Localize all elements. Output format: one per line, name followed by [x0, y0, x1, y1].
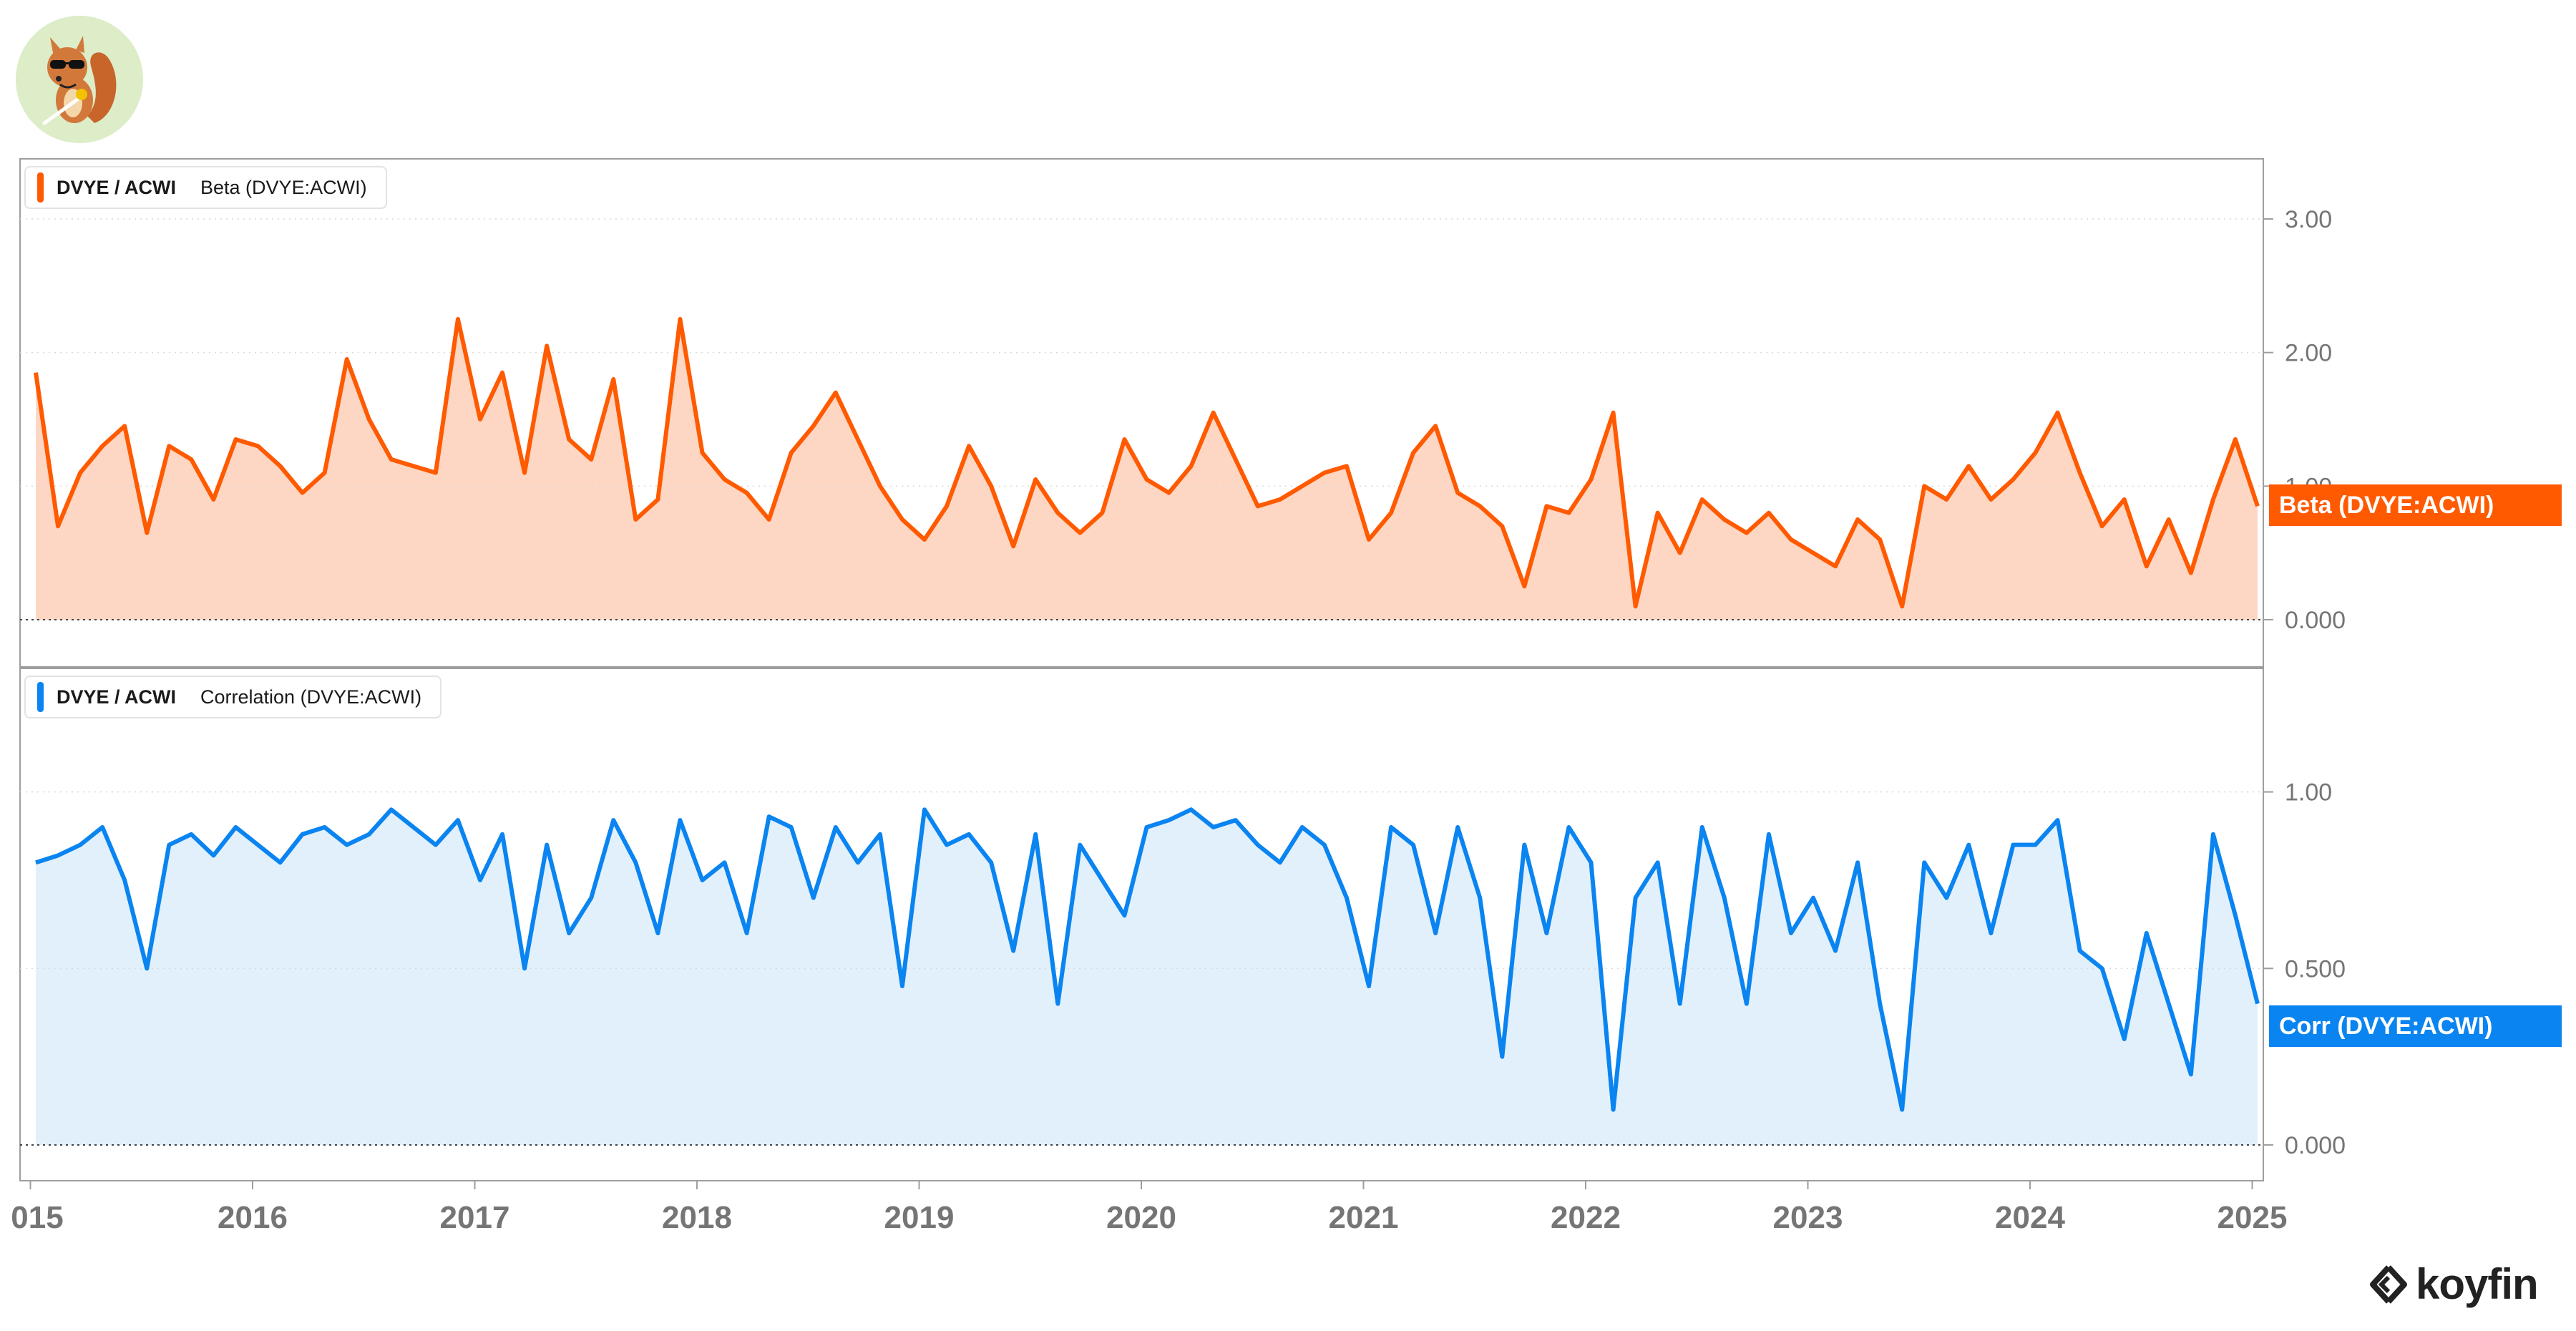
x-tick-label: 2023 [1773, 1200, 1843, 1235]
beta-legend-ticker: DVYE / ACWI [57, 176, 177, 198]
beta-legend[interactable]: DVYE / ACWI Beta (DVYE:ACWI) [24, 166, 387, 209]
beta-panel: 3.002.001.000.000 [19, 158, 2346, 668]
x-tick-label: 015 [11, 1200, 63, 1235]
user-avatar [16, 16, 143, 143]
correlation-y-tick-label: 1.00 [2285, 779, 2332, 806]
correlation-y-tick-label: 0.000 [2285, 1132, 2346, 1159]
correlation-area-fill [36, 809, 2258, 1145]
x-tick-label: 2020 [1106, 1200, 1176, 1235]
beta-y-tick-label: 0.000 [2285, 607, 2346, 634]
x-axis: 015 2016 2017 2018 2019 2020 2021 2022 2023 2024 2… [11, 1180, 2288, 1235]
beta-panel-frame [19, 158, 2264, 668]
koyfin-brand[interactable]: koyfin [2367, 1259, 2539, 1309]
beta-end-label: Beta (DVYE:ACWI) [2269, 484, 2562, 526]
brand-name: koyfin [2416, 1260, 2539, 1308]
koyfin-chevron-icon [2370, 1264, 2407, 1304]
squirrel-with-sunglasses-icon [16, 16, 143, 143]
x-tick-label: 2021 [1329, 1200, 1399, 1235]
correlation-legend-ticker: DVYE / ACWI [57, 686, 177, 708]
correlation-legend[interactable]: DVYE / ACWI Correlation (DVYE:ACWI) [24, 676, 442, 718]
correlation-y-tick-label: 0.500 [2285, 955, 2346, 983]
x-tick-label: 2018 [662, 1200, 732, 1235]
correlation-panel: 1.00 0.500 0.000 [19, 668, 2346, 1181]
x-tick-label: 2019 [884, 1200, 955, 1235]
x-tick-label: 2016 [218, 1200, 288, 1235]
beta-y-tick-label: 3.00 [2285, 206, 2332, 233]
x-tick-label: 2022 [1551, 1200, 1621, 1235]
beta-legend-series: Beta (DVYE:ACWI) [200, 176, 367, 198]
correlation-legend-swatch [37, 682, 44, 712]
x-tick-label: 2024 [1995, 1200, 2065, 1235]
beta-legend-swatch [37, 172, 44, 203]
correlation-legend-series: Correlation (DVYE:ACWI) [200, 686, 422, 708]
beta-area-fill [36, 319, 2258, 620]
correlation-end-label: Corr (DVYE:ACWI) [2269, 1005, 2562, 1047]
x-tick-label: 2017 [440, 1200, 510, 1235]
beta-y-tick-label: 2.00 [2285, 340, 2332, 367]
x-tick-label: 2025 [2218, 1200, 2288, 1235]
